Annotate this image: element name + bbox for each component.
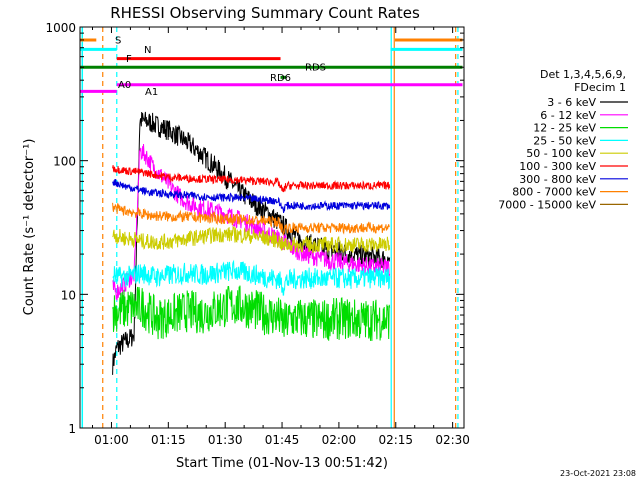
x-axis-label: Start Time (01-Nov-13 00:51:42)	[176, 456, 388, 471]
x-tick-label-2: 01:30	[208, 433, 243, 447]
legend-label-5: 100 - 300 keV	[519, 160, 596, 173]
legend-label-4: 50 - 100 keV	[526, 147, 596, 160]
legend-label-6: 300 - 800 keV	[519, 173, 596, 186]
y-tick-label-2: 100	[53, 155, 76, 169]
footer-timestamp: 23-Oct-2021 23:08	[560, 469, 636, 478]
chart-title: RHESSI Observing Summary Count Rates	[110, 4, 420, 22]
x-tick-label-0: 01:00	[94, 433, 129, 447]
state-bar-label-A0: A0	[118, 80, 131, 91]
x-tick-label-3: 01:45	[265, 433, 300, 447]
state-bar-label-N: N	[144, 45, 151, 56]
state-bar-label-S: S	[115, 35, 121, 46]
state-bar-label-RDS: RDS	[305, 63, 326, 74]
x-tick-label-5: 02:15	[378, 433, 413, 447]
series-line-5	[112, 165, 391, 193]
x-tick-label-1: 01:15	[151, 433, 186, 447]
legend-label-0: 3 - 6 keV	[547, 96, 596, 109]
legend-label-7: 800 - 7000 keV	[512, 186, 596, 199]
x-tick-label-4: 02:00	[322, 433, 357, 447]
series-line-3	[112, 259, 391, 296]
plot-frame	[79, 26, 465, 429]
series-line-6	[112, 179, 391, 214]
x-tick-label-6: 02:30	[435, 433, 470, 447]
series-line-2	[112, 285, 391, 342]
y-axis-label: Count Rate (s⁻¹ detector⁻¹)	[22, 139, 37, 316]
state-bar-label-A1: A1	[145, 87, 158, 98]
legend-header-line-2: FDecim 1	[574, 81, 626, 94]
legend-header-line-1: Det 1,3,4,5,6,9,	[540, 68, 626, 81]
y-tick-label-0: 1	[68, 422, 76, 436]
legend-label-1: 6 - 12 keV	[540, 109, 596, 122]
legend-label-2: 12 - 25 keV	[533, 122, 596, 135]
series-line-4	[112, 225, 391, 254]
state-bar-label-RD6: RD6	[270, 73, 291, 84]
legend-label-3: 25 - 50 keV	[533, 134, 596, 147]
y-tick-label-1: 10	[61, 288, 76, 302]
state-bar-label-F: F	[126, 54, 132, 65]
legend-label-8: 7000 - 15000 keV	[498, 198, 596, 211]
series-line-7	[112, 202, 390, 236]
plot-area: S N F RDS RD6 A0 A1	[80, 27, 463, 428]
y-tick-label-3: 1000	[45, 21, 76, 35]
